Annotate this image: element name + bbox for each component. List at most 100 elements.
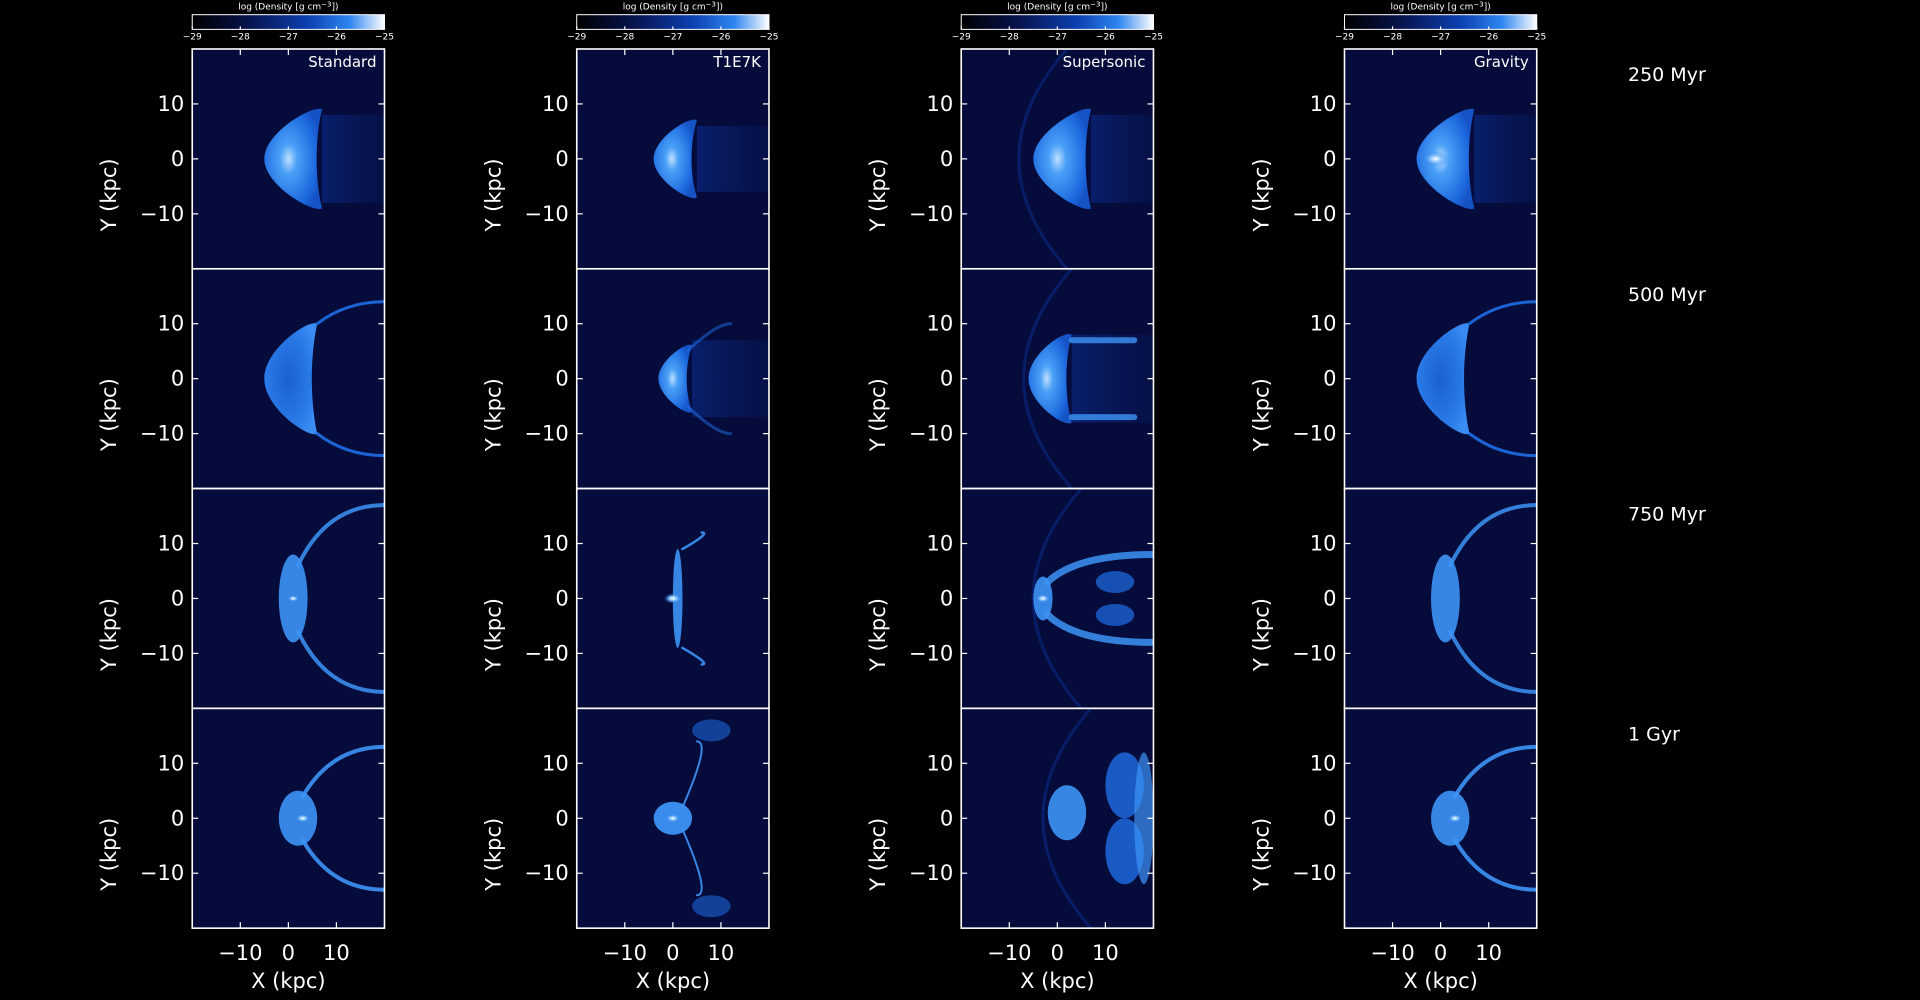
- y-tick-label: 10: [158, 532, 185, 556]
- colorbar-tick-label: −25: [1527, 32, 1546, 42]
- time-labels: 250 Myr 500 Myr 750 Myr 1 Gyr: [1628, 64, 1706, 745]
- colorbar: log (Density [g cm−3]) −29 −28 −27 −26 −25: [183, 1, 394, 43]
- y-tick-label: −10: [1292, 641, 1336, 665]
- y-tick-label: 0: [555, 147, 568, 171]
- colorbar-tick-label: −25: [375, 32, 394, 42]
- tail-arm: [1448, 629, 1537, 694]
- tail-arm: [1453, 744, 1537, 799]
- x-tick-label: 0: [1434, 941, 1447, 965]
- wake: [1090, 114, 1154, 203]
- x-tick-label: −10: [1370, 941, 1414, 965]
- bow-shock: [1017, 48, 1069, 269]
- density-cap: [653, 119, 697, 199]
- tail-arm: [1453, 838, 1537, 892]
- y-tick-label: 10: [926, 92, 953, 116]
- y-tick-label: −10: [140, 422, 184, 446]
- colorbar: log (Density [g cm−3]) −29 −28 −27 −26 −25: [567, 1, 778, 43]
- bright-core: [1035, 594, 1051, 603]
- wake: [696, 125, 769, 192]
- colorbars: log (Density [g cm−3])−29 −28 −27 −26 −25log…: [183, 1, 1546, 43]
- y-tick-label: 0: [940, 586, 953, 610]
- y-axis-label: Y (kpc): [97, 158, 121, 232]
- bright-core: [664, 593, 682, 604]
- panel-standard-2: [192, 488, 385, 709]
- y-axis-label: Y (kpc): [97, 818, 121, 892]
- x-tick-label: 10: [1475, 941, 1502, 965]
- density-clump: [1095, 570, 1135, 593]
- y-axis-label: Y (kpc): [866, 158, 890, 232]
- colorbar-label: log (Density [g cm−3]): [1390, 1, 1490, 13]
- x-tick-label: −10: [987, 941, 1031, 965]
- density-clump: [1105, 752, 1144, 819]
- colorbar-tick-label: −25: [759, 32, 778, 42]
- y-tick-label: 0: [171, 367, 184, 391]
- colorbar-tick-label: −27: [279, 32, 298, 42]
- panel-title: Supersonic: [1063, 53, 1146, 71]
- bright-core: [1422, 151, 1450, 167]
- y-axis-label: Y (kpc): [482, 378, 506, 452]
- colorbar-tick-label: −27: [1431, 32, 1450, 42]
- tail-arm: [685, 322, 733, 353]
- y-axis-label: Y (kpc): [866, 818, 890, 892]
- colorbar-tick-label: −28: [231, 32, 250, 42]
- colorbar-tick-label: −29: [1335, 32, 1354, 42]
- bright-core: [665, 813, 681, 823]
- panel-gravity-2: [1344, 488, 1537, 709]
- colorbar-label: log (Density [g cm−3]): [1007, 1, 1107, 13]
- x-tick-label: 10: [323, 941, 350, 965]
- y-tick-label: 10: [542, 532, 569, 556]
- bow-shock: [1022, 268, 1073, 489]
- colorbar-tick-label: −28: [1000, 32, 1019, 42]
- y-tick-label: −10: [1292, 422, 1336, 446]
- y-tick-label: 0: [940, 367, 953, 391]
- y-tick-label: −10: [140, 861, 184, 885]
- y-axis-label: Y (kpc): [482, 158, 506, 232]
- colorbar-tick-label: −26: [327, 32, 346, 42]
- colorbar-tick-label: −26: [1479, 32, 1498, 42]
- y-tick-label: 0: [555, 806, 568, 830]
- y-tick-label: 0: [940, 806, 953, 830]
- bright-core: [287, 595, 300, 602]
- x-tick-label: 10: [708, 941, 735, 965]
- y-tick-label: −10: [524, 861, 568, 885]
- tail-arm: [1044, 611, 1154, 646]
- y-tick-label: 0: [555, 367, 568, 391]
- tail-arm: [315, 432, 385, 458]
- y-axis-label: Y (kpc): [866, 378, 890, 452]
- y-tick-label: −10: [524, 422, 568, 446]
- panel-t1e7k-2: [576, 488, 769, 709]
- tail-arm: [315, 300, 385, 326]
- y-tick-label: 0: [171, 586, 184, 610]
- colorbar-tick-label: −27: [1048, 32, 1067, 42]
- tail-arm: [681, 646, 706, 666]
- y-tick-label: 0: [171, 806, 184, 830]
- tail-arm: [1044, 551, 1154, 586]
- density-clump: [692, 719, 731, 742]
- y-axis-label: Y (kpc): [97, 598, 121, 672]
- x-tick-label: 0: [282, 941, 295, 965]
- wake: [1071, 334, 1154, 423]
- y-tick-label: 10: [926, 532, 953, 556]
- y-tick-label: 10: [158, 751, 185, 775]
- density-cap: [264, 108, 323, 210]
- x-axis-label: X (kpc): [636, 969, 710, 993]
- tail-arm: [1467, 300, 1537, 326]
- y-tick-label: 10: [926, 312, 953, 336]
- y-axis-label: Y (kpc): [1249, 818, 1273, 892]
- y-tick-label: 10: [158, 312, 185, 336]
- panel-t1e7k-0: [576, 48, 769, 269]
- y-tick-label: 10: [542, 92, 569, 116]
- y-tick-label: −10: [1292, 861, 1336, 885]
- colorbar: log (Density [g cm−3]) −29 −28 −27 −26 −25: [1335, 1, 1546, 43]
- y-tick-label: −10: [909, 641, 953, 665]
- y-tick-label: −10: [524, 641, 568, 665]
- x-tick-label: 0: [666, 941, 679, 965]
- y-axis-label: Y (kpc): [1249, 158, 1273, 232]
- x-axis-label: X (kpc): [1020, 969, 1094, 993]
- y-axis-label: Y (kpc): [1249, 598, 1273, 672]
- panel-supersonic-3: [961, 708, 1154, 929]
- bright-core: [295, 813, 311, 823]
- y-axis-label: Y (kpc): [97, 378, 121, 452]
- y-tick-label: 10: [542, 312, 569, 336]
